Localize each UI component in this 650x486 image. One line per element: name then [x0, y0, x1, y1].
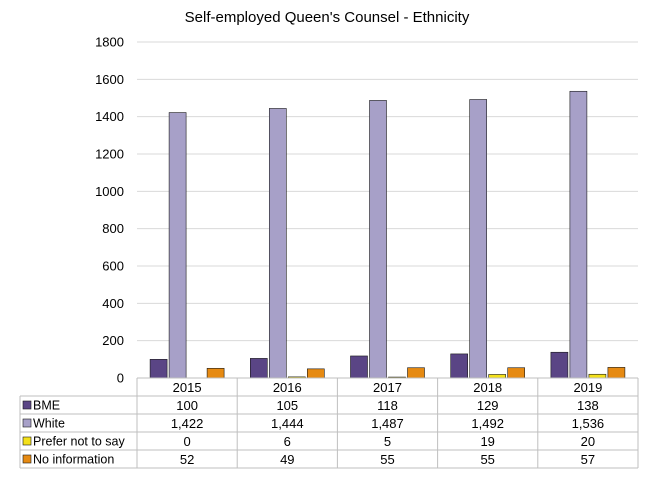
- data-table-cell: 138: [577, 398, 599, 413]
- bar-bme-2018: [450, 353, 469, 379]
- data-table-cell: 55: [480, 452, 494, 467]
- bar-no-information-2019: [607, 367, 626, 379]
- data-table-cell: 57: [581, 452, 595, 467]
- data-table-cell: 52: [180, 452, 194, 467]
- y-axis-ticks: 0 200 400 600 800 1000 1200 1400 1600 1800: [95, 35, 124, 386]
- data-table-cell: 1,536: [572, 416, 605, 431]
- bar-bme-2015: [149, 359, 168, 379]
- data-table-cell: 118: [377, 398, 398, 413]
- data-table-cell: 1,444: [271, 416, 304, 431]
- data-table-cell: 19: [480, 434, 494, 449]
- bar-no-information-2016: [306, 368, 325, 379]
- gridlines: [137, 41, 638, 379]
- bar-bme-2019: [550, 351, 569, 379]
- bar-prefer-not-to-say-2019: [588, 373, 607, 379]
- legend-swatch-bme: [22, 400, 32, 410]
- data-table-cell: 1,487: [371, 416, 404, 431]
- bar-prefer-not-to-say-2018: [488, 374, 507, 379]
- data-table-cell: 1,492: [471, 416, 504, 431]
- bar-bme-2017: [350, 355, 368, 379]
- x-tick-label: 2015: [173, 380, 202, 395]
- legend-label: BME: [33, 399, 60, 413]
- bars: [149, 90, 626, 379]
- bar-bme-2016: [250, 358, 268, 379]
- x-tick-label: 2019: [573, 380, 602, 395]
- x-tick-label: 2018: [473, 380, 502, 395]
- data-table-cell: 49: [280, 452, 294, 467]
- data-table-cell: 105: [276, 398, 298, 413]
- y-tick-label: 1600: [95, 72, 124, 87]
- bar-no-information-2015: [206, 367, 225, 379]
- y-tick-label: 1400: [95, 109, 124, 124]
- y-tick-label: 1000: [95, 184, 124, 199]
- data-table-cell: 129: [477, 398, 499, 413]
- y-tick-label: 200: [102, 333, 124, 348]
- legend-swatch-white: [22, 418, 32, 428]
- y-tick-label: 1200: [95, 147, 124, 162]
- legend-swatch-no-information: [22, 454, 32, 464]
- data-table-cell: 55: [380, 452, 394, 467]
- legend-label: Prefer not to say: [33, 435, 125, 449]
- data-table-cell: 5: [384, 434, 391, 449]
- x-tick-label: 2017: [373, 380, 402, 395]
- data-table-cell: 1,422: [171, 416, 204, 431]
- y-tick-label: 400: [102, 296, 124, 311]
- data-table-cell: 100: [176, 398, 198, 413]
- data-table-cell: 6: [284, 434, 291, 449]
- legend-label: White: [33, 417, 65, 431]
- bar-no-information-2017: [407, 367, 425, 379]
- bar-white-2018: [469, 99, 488, 379]
- bar-no-information-2018: [507, 367, 526, 379]
- data-table-cell: 0: [183, 434, 190, 449]
- x-tick-label: 2016: [273, 380, 302, 395]
- bar-white-2019: [569, 90, 588, 379]
- bar-white-2017: [369, 100, 387, 379]
- legend-swatch-prefer-not-to-say: [22, 436, 32, 446]
- legend-label: No information: [33, 453, 114, 467]
- y-tick-label: 800: [102, 221, 124, 236]
- bar-white-2016: [268, 108, 287, 379]
- y-tick-label: 1800: [95, 35, 124, 50]
- data-table-cell: 20: [581, 434, 595, 449]
- chart-title: Self-employed Queen's Counsel - Ethnicit…: [185, 9, 470, 26]
- y-tick-label: 600: [102, 259, 124, 274]
- y-tick-label: 0: [117, 371, 124, 386]
- bar-white-2015: [168, 112, 187, 379]
